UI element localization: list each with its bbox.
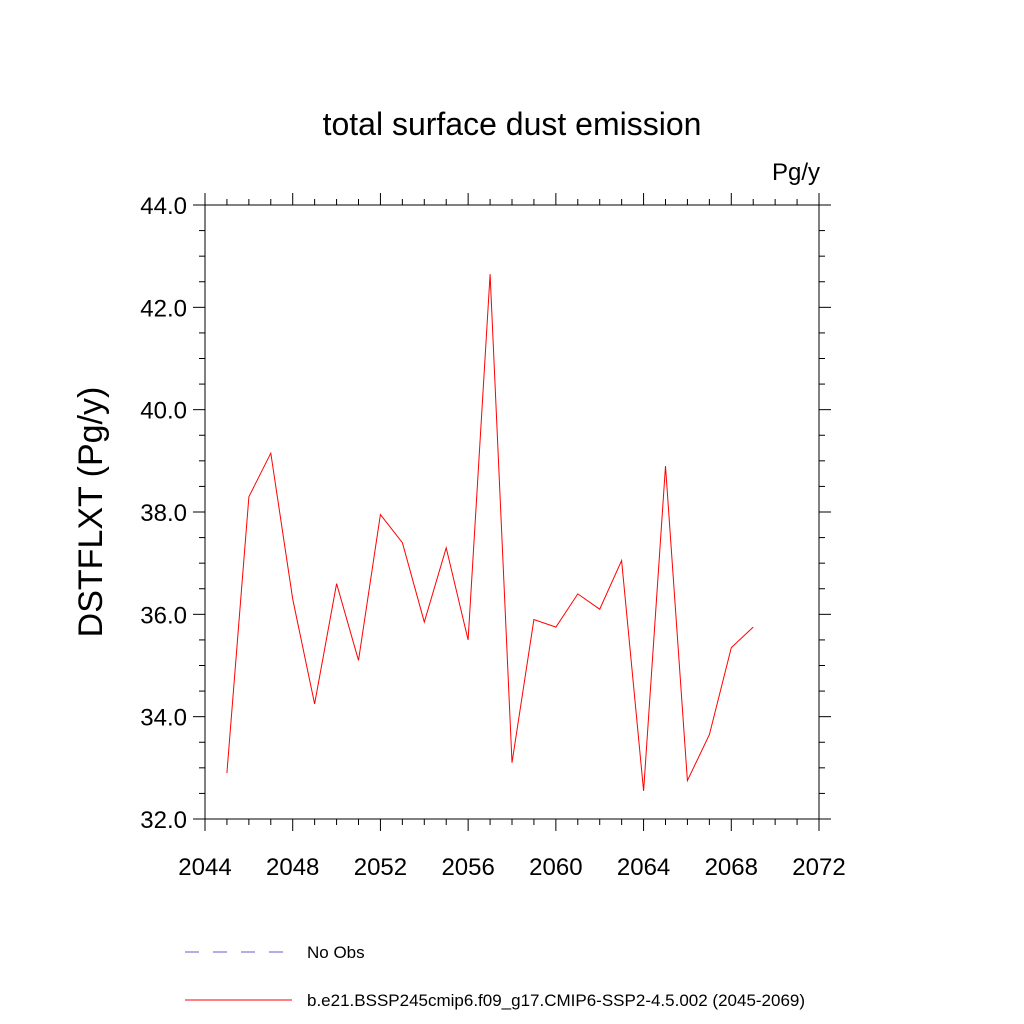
legend-label-no-obs: No Obs <box>307 943 365 962</box>
plot-frame <box>204 204 820 820</box>
series-layer <box>226 274 754 791</box>
tick-marks <box>193 193 831 831</box>
legend: No Obs b.e21.BSSP245cmip6.f09_g17.CMIP6-… <box>185 943 805 1010</box>
y-tick-label: 32.0 <box>140 807 187 834</box>
x-tick-label: 2068 <box>705 854 758 881</box>
y-tick-label: 38.0 <box>140 500 187 527</box>
x-tick-label: 2052 <box>354 854 407 881</box>
x-tick-label: 2048 <box>266 854 319 881</box>
x-tick-label: 2044 <box>178 854 231 881</box>
x-tick-label: 2072 <box>792 854 845 881</box>
chart-title: total surface dust emission <box>323 106 702 142</box>
x-tick-label: 2056 <box>441 854 494 881</box>
y-axis-label: DSTFLXT (Pg/y) <box>72 387 110 638</box>
x-tick-label: 2064 <box>617 854 670 881</box>
y-tick-label: 40.0 <box>140 398 187 425</box>
legend-label-ssp245: b.e21.BSSP245cmip6.f09_g17.CMIP6-SSP2-4.… <box>307 991 805 1010</box>
y-tick-labels: 32.0 34.0 36.0 38.0 40.0 42.0 44.0 <box>140 193 187 834</box>
series-line-0 <box>226 274 754 791</box>
x-tick-label: 2060 <box>529 854 582 881</box>
units-label: Pg/y <box>772 159 820 186</box>
y-tick-label: 34.0 <box>140 705 187 732</box>
x-tick-labels: 2044 2048 2052 2056 2060 2064 2068 2072 <box>178 854 845 881</box>
y-tick-label: 44.0 <box>140 193 187 220</box>
y-tick-label: 42.0 <box>140 295 187 322</box>
y-tick-label: 36.0 <box>140 602 187 629</box>
